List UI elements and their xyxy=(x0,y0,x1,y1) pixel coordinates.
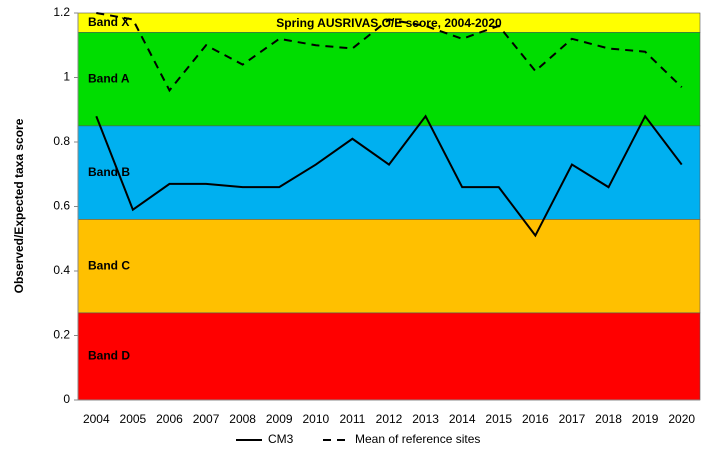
legend-label: CM3 xyxy=(268,432,294,446)
band xyxy=(77,219,701,314)
series-line xyxy=(96,12,683,93)
x-tick-label: 2012 xyxy=(376,412,403,426)
y-tick-label: 0.6 xyxy=(53,199,70,213)
band-label: Band X xyxy=(88,15,129,29)
x-tick-label: 2005 xyxy=(120,412,147,426)
y-tick-label: 0.2 xyxy=(53,328,70,342)
x-tick-label: 2018 xyxy=(595,412,622,426)
y-tick-label: 0.4 xyxy=(53,263,70,277)
y-tick-label: 0.8 xyxy=(53,134,70,148)
band-label: Band D xyxy=(88,349,130,363)
legend-label: Mean of reference sites xyxy=(355,432,480,446)
x-tick-label: 2016 xyxy=(522,412,549,426)
x-tick-label: 2006 xyxy=(156,412,183,426)
x-tick-label: 2020 xyxy=(668,412,695,426)
y-tick-label: 1 xyxy=(63,70,70,84)
x-tick-label: 2017 xyxy=(559,412,586,426)
band xyxy=(77,32,701,127)
series-line xyxy=(95,114,683,238)
y-axis-label: Observed/Expected taxa score xyxy=(12,118,26,293)
y-tick-label: 1.2 xyxy=(53,5,70,19)
x-tick-label: 2010 xyxy=(302,412,329,426)
y-tick-label: 0 xyxy=(63,392,70,406)
x-tick-label: 2007 xyxy=(193,412,220,426)
chart-title: Spring AUSRIVAS O/E score, 2004-2020 xyxy=(276,16,502,30)
x-tick-label: 2008 xyxy=(229,412,256,426)
x-tick-label: 2011 xyxy=(340,412,366,426)
x-tick-label: 2013 xyxy=(412,412,439,426)
band-label: Band A xyxy=(88,71,130,85)
x-tick-label: 2009 xyxy=(266,412,293,426)
x-tick-label: 2019 xyxy=(632,412,659,426)
x-tick-label: 2015 xyxy=(485,412,512,426)
x-tick-label: 2014 xyxy=(449,412,476,426)
band xyxy=(77,125,701,220)
x-tick-label: 2004 xyxy=(83,412,110,426)
band-label: Band B xyxy=(88,165,130,179)
band xyxy=(77,312,701,401)
band-label: Band C xyxy=(88,258,130,272)
